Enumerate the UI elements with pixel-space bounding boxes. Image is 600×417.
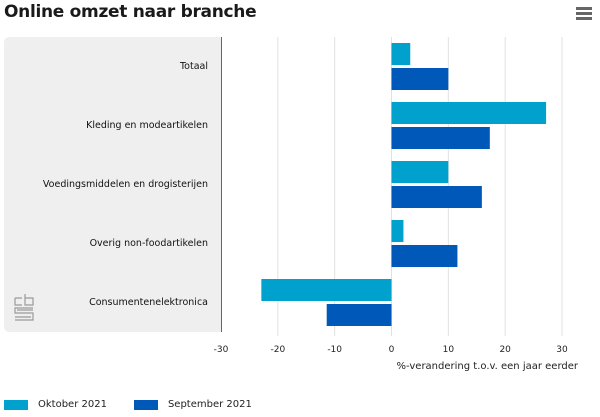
bar-oktober-2[interactable] [391,161,449,183]
bar-oktober-4[interactable] [261,279,392,301]
legend-swatch-september [133,399,158,410]
bar-september-0[interactable] [391,68,449,90]
bar-september-4[interactable] [326,304,392,326]
chart-title: Online omzet naar branche [4,2,257,22]
category-label: Kleding en modeartikelen [86,119,208,131]
category-label: Totaal [179,60,208,72]
bar-oktober-3[interactable] [391,220,404,242]
y-axis-line [221,37,222,332]
bar-oktober-0[interactable] [391,43,411,65]
bar-september-2[interactable] [391,186,482,208]
x-tick-label: 0 [389,345,395,355]
x-tick-label: -10 [327,345,342,355]
x-tick-label: 30 [556,345,568,355]
bar-september-3[interactable] [391,245,458,267]
x-axis-label: %-verandering t.o.v. een jaar eerder [396,361,578,372]
legend-label-oktober: Oktober 2021 [38,399,107,410]
x-tick-label: -30 [214,345,229,355]
cbs-logo-icon [14,293,34,325]
category-label: Consumentenelektronica [89,296,208,308]
legend-item-oktober[interactable]: Oktober 2021 [4,399,107,410]
legend-swatch-oktober [4,399,28,410]
hamburger-menu-icon[interactable] [576,7,592,21]
category-label-panel [4,37,221,332]
bar-oktober-1[interactable] [391,102,547,124]
category-label: Voedingsmiddelen en drogisterijen [42,178,208,190]
legend-item-september[interactable]: September 2021 [133,399,252,410]
category-label: Overig non-foodartikelen [89,237,208,249]
legend: Oktober 2021 September 2021 [4,399,279,410]
x-tick-label: -20 [270,345,285,355]
x-tick-label: 10 [443,345,455,355]
bar-september-1[interactable] [391,127,490,149]
x-tick-label: 20 [499,345,511,355]
legend-label-september: September 2021 [167,399,252,410]
